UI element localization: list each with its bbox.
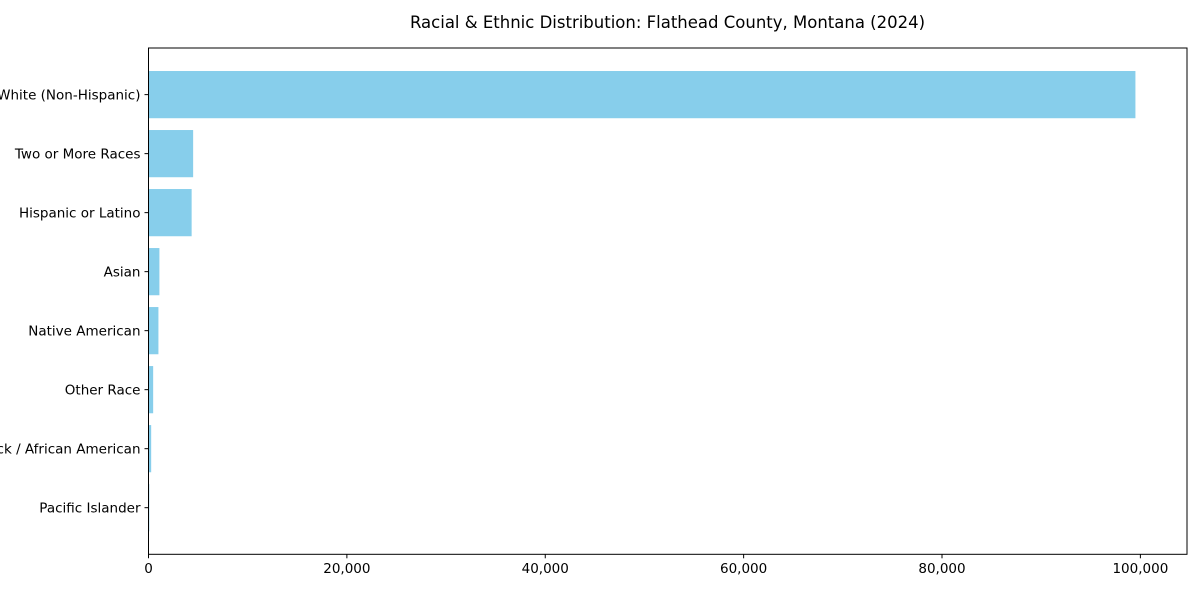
bar-3	[148, 248, 160, 296]
category-label-1: Two or More Races	[14, 146, 141, 162]
bar-4	[148, 307, 159, 355]
category-label-2: Hispanic or Latino	[19, 205, 141, 221]
x-tick-label-0: 0	[144, 561, 153, 577]
category-label-4: Native American	[28, 323, 140, 339]
bar-2	[148, 189, 192, 237]
bar-1	[148, 130, 194, 178]
category-label-6: Black / African American	[0, 441, 141, 457]
x-tick-label-4: 80,000	[918, 561, 965, 577]
bar-0	[148, 71, 1136, 119]
x-tick-label-1: 20,000	[323, 561, 370, 577]
x-tick-label-2: 40,000	[522, 561, 569, 577]
category-label-7: Pacific Islander	[39, 500, 141, 516]
chart-title: Racial & Ethnic Distribution: Flathead C…	[409, 13, 926, 32]
plot-frame	[148, 47, 1188, 555]
category-label-5: Other Race	[65, 382, 141, 398]
category-label-0: White (Non-Hispanic)	[0, 87, 141, 103]
x-tick-label-3: 60,000	[720, 561, 767, 577]
bar-5	[148, 366, 154, 414]
category-label-3: Asian	[104, 264, 141, 280]
x-tick-label-5: 100,000	[1112, 561, 1168, 577]
bar-6	[148, 425, 152, 473]
